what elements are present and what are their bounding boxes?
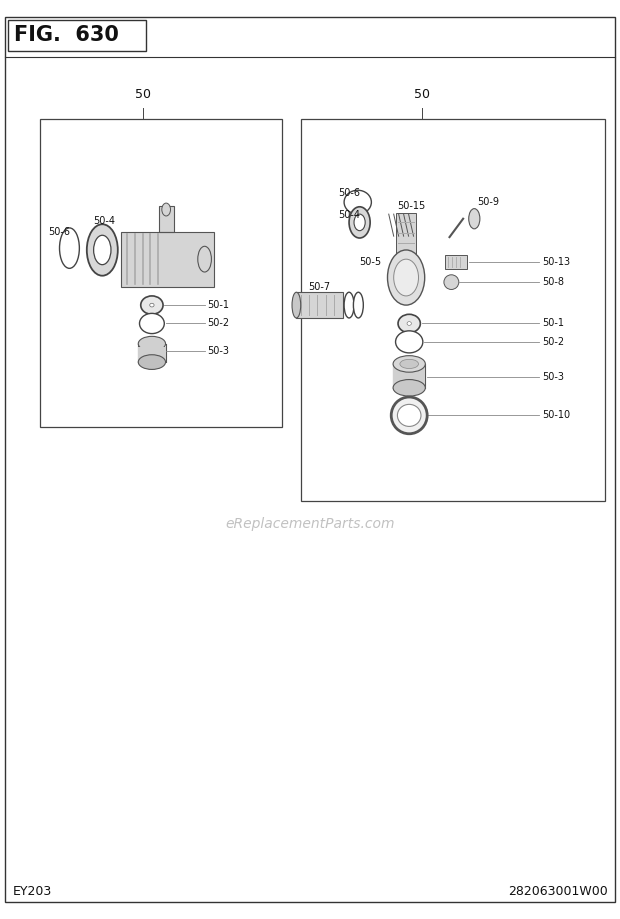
Text: eReplacementParts.com: eReplacementParts.com bbox=[225, 516, 395, 531]
Text: 50-13: 50-13 bbox=[542, 257, 570, 267]
Text: 50-8: 50-8 bbox=[542, 278, 564, 287]
Text: 50-1: 50-1 bbox=[542, 319, 564, 328]
Ellipse shape bbox=[393, 356, 425, 372]
Text: 50-10: 50-10 bbox=[542, 411, 570, 420]
Ellipse shape bbox=[349, 207, 370, 238]
Ellipse shape bbox=[353, 292, 363, 318]
Ellipse shape bbox=[398, 314, 420, 333]
Ellipse shape bbox=[394, 259, 418, 296]
Ellipse shape bbox=[391, 397, 427, 434]
Bar bbox=[159, 206, 174, 232]
Ellipse shape bbox=[388, 250, 425, 305]
Bar bbox=[296, 292, 343, 318]
Ellipse shape bbox=[292, 292, 301, 318]
Bar bbox=[121, 232, 214, 287]
Ellipse shape bbox=[87, 224, 118, 276]
Ellipse shape bbox=[138, 355, 166, 369]
Ellipse shape bbox=[141, 296, 163, 314]
Text: 50-1: 50-1 bbox=[207, 301, 229, 310]
Text: 50-5: 50-5 bbox=[360, 257, 382, 267]
Ellipse shape bbox=[354, 214, 365, 231]
Bar bbox=[138, 347, 166, 362]
Ellipse shape bbox=[400, 359, 419, 369]
Ellipse shape bbox=[396, 331, 423, 353]
Bar bbox=[121, 232, 214, 287]
Ellipse shape bbox=[150, 303, 154, 307]
Text: 50-6: 50-6 bbox=[339, 188, 360, 198]
Text: 282063001W00: 282063001W00 bbox=[508, 885, 608, 898]
Ellipse shape bbox=[60, 228, 79, 268]
Text: 50-4: 50-4 bbox=[93, 216, 115, 226]
Bar bbox=[40, 119, 282, 427]
Bar bbox=[445, 255, 467, 269]
Text: 50-3: 50-3 bbox=[542, 372, 564, 381]
Ellipse shape bbox=[140, 313, 164, 334]
Text: 50-6: 50-6 bbox=[48, 227, 70, 236]
Ellipse shape bbox=[407, 322, 412, 325]
Bar bbox=[8, 20, 146, 51]
Text: 50-9: 50-9 bbox=[477, 198, 499, 207]
Bar bbox=[301, 119, 604, 501]
Text: 50: 50 bbox=[135, 88, 151, 101]
Ellipse shape bbox=[397, 404, 421, 426]
Ellipse shape bbox=[198, 246, 211, 272]
Text: 50-15: 50-15 bbox=[397, 201, 425, 210]
Bar bbox=[396, 213, 416, 268]
Text: 50-7: 50-7 bbox=[308, 282, 330, 291]
Bar bbox=[393, 364, 425, 388]
Ellipse shape bbox=[444, 275, 459, 289]
Text: 50-3: 50-3 bbox=[207, 346, 229, 356]
Text: 50-2: 50-2 bbox=[542, 337, 564, 346]
Ellipse shape bbox=[138, 336, 166, 351]
Text: 50: 50 bbox=[414, 88, 430, 101]
Ellipse shape bbox=[469, 209, 480, 229]
Text: FIG.  630: FIG. 630 bbox=[14, 26, 119, 45]
Ellipse shape bbox=[344, 292, 354, 318]
Text: EY203: EY203 bbox=[12, 885, 51, 898]
Ellipse shape bbox=[162, 203, 170, 216]
Text: 50-4: 50-4 bbox=[339, 210, 360, 220]
Ellipse shape bbox=[393, 380, 425, 396]
Ellipse shape bbox=[94, 235, 111, 265]
Ellipse shape bbox=[344, 190, 371, 214]
Text: 50-2: 50-2 bbox=[207, 319, 229, 328]
